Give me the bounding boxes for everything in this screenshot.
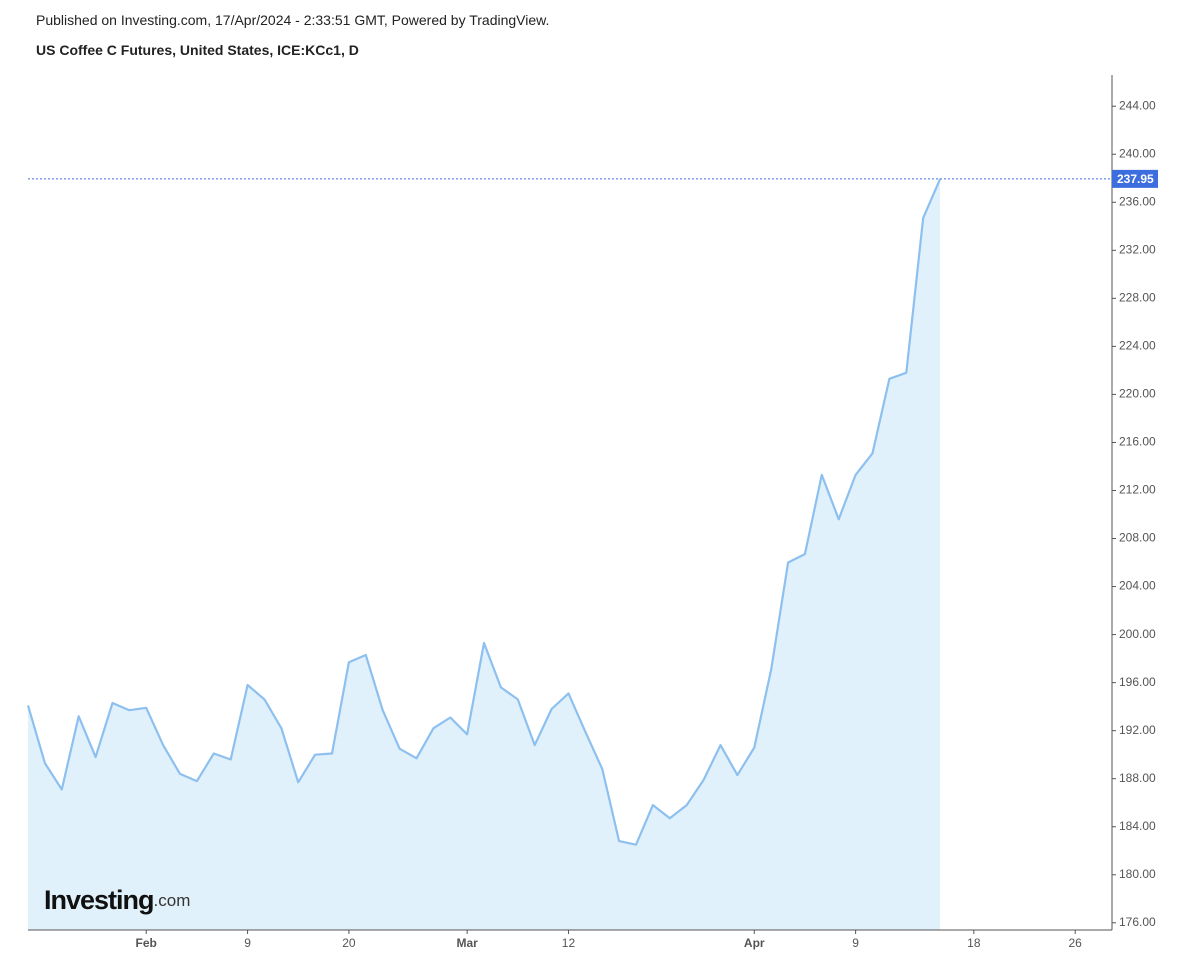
y-tick-label: 224.00 [1119, 339, 1156, 353]
x-tick-label: Mar [456, 936, 478, 950]
y-tick-label: 196.00 [1119, 675, 1156, 689]
y-tick-label: 180.00 [1119, 867, 1156, 881]
last-price-label: 237.95 [1117, 172, 1154, 186]
y-tick-label: 232.00 [1119, 242, 1156, 256]
y-tick-label: 220.00 [1119, 387, 1156, 401]
chart-title: US Coffee C Futures, United States, ICE:… [36, 42, 359, 58]
y-tick-label: 216.00 [1119, 435, 1156, 449]
y-tick-label: 176.00 [1119, 915, 1156, 929]
x-tick-label: 20 [342, 936, 356, 950]
y-tick-label: 208.00 [1119, 531, 1156, 545]
area-fill [28, 178, 941, 930]
published-note: Published on Investing.com, 17/Apr/2024 … [36, 12, 550, 28]
x-tick-label: 9 [244, 936, 251, 950]
x-tick-label: Feb [136, 936, 157, 950]
x-tick-label: Apr [744, 936, 765, 950]
y-tick-label: 188.00 [1119, 771, 1156, 785]
logo-suffix: .com [154, 891, 191, 910]
y-tick-label: 184.00 [1119, 819, 1156, 833]
price-line [26, 178, 942, 846]
x-tick-label: 26 [1069, 936, 1083, 950]
y-tick-label: 200.00 [1119, 627, 1156, 641]
x-tick-label: 18 [967, 936, 981, 950]
last-price-badge [1112, 169, 1158, 188]
y-tick-label: 236.00 [1119, 194, 1156, 208]
logo-brand: Investing [44, 885, 154, 915]
x-tick-label: 12 [562, 936, 576, 950]
logo: Investing.com [44, 885, 190, 915]
y-tick-label: 244.00 [1119, 98, 1156, 112]
y-tick-label: 204.00 [1119, 579, 1156, 593]
y-tick-label: 240.00 [1119, 146, 1156, 160]
x-tick-label: 9 [852, 936, 859, 950]
y-tick-label: 212.00 [1119, 483, 1156, 497]
y-tick-label: 228.00 [1119, 291, 1156, 305]
y-tick-label: 192.00 [1119, 723, 1156, 737]
